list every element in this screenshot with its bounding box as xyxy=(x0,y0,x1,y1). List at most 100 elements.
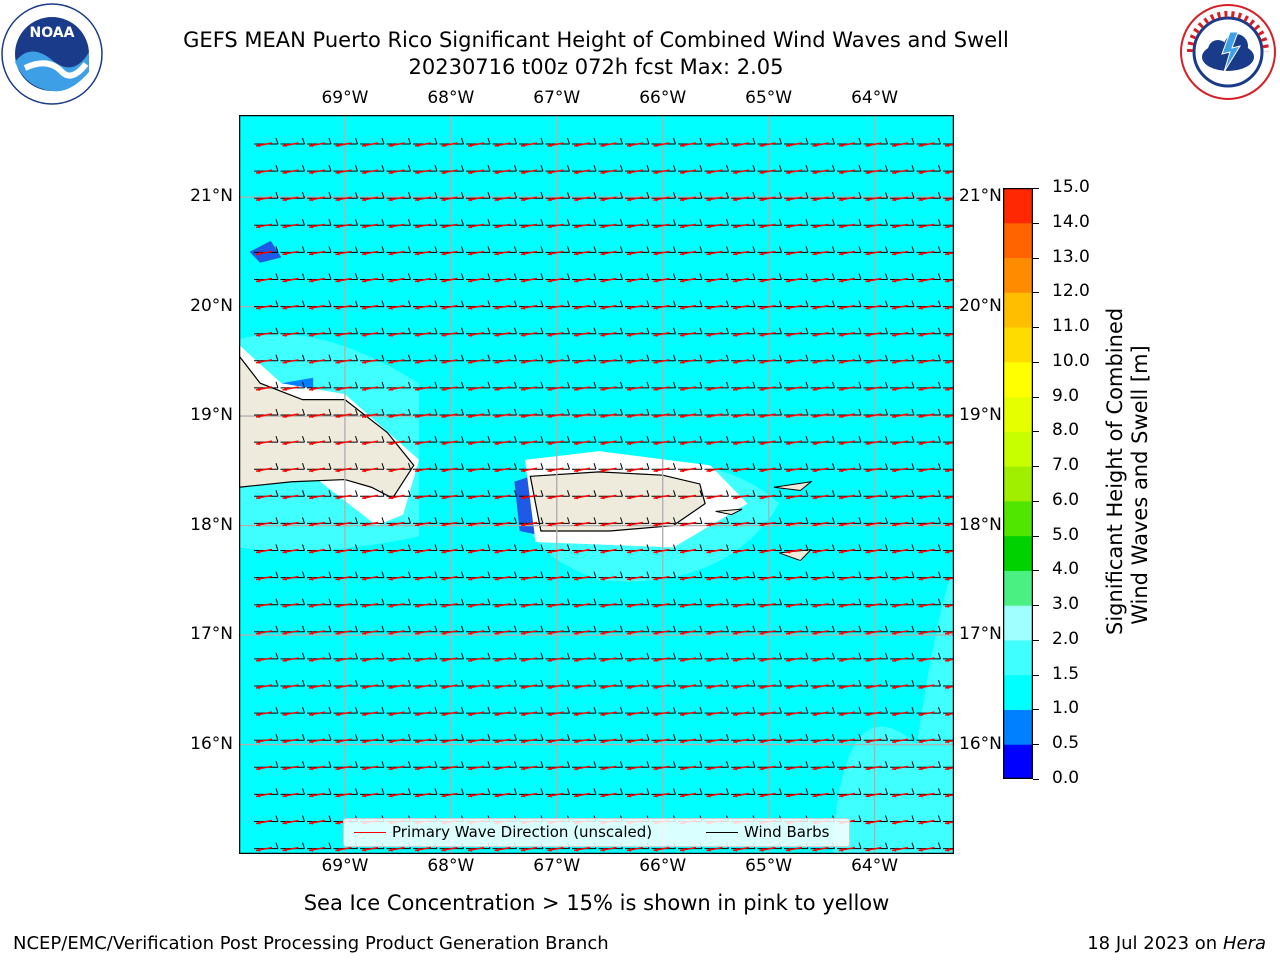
lon-label-bottom: 69°W xyxy=(321,856,369,876)
wave-barb-pair xyxy=(572,327,597,337)
wave-barb-pair xyxy=(784,327,809,337)
wind-barb-flag xyxy=(832,598,835,605)
wave-direction-arrowhead xyxy=(574,143,579,147)
wind-barb-flag xyxy=(938,815,941,822)
wave-direction-arrowhead xyxy=(468,170,473,175)
wave-direction-arrowhead xyxy=(945,143,950,147)
wave-barb-pair xyxy=(519,761,544,771)
wave-barb-pair xyxy=(651,192,676,202)
wave-barb-pair xyxy=(784,652,809,662)
wave-direction-arrowhead xyxy=(468,630,473,635)
wave-direction-arrowhead xyxy=(892,197,897,202)
wind-barb-flag xyxy=(673,544,676,551)
wave-direction-arrowhead xyxy=(600,224,606,229)
wave-direction-arrowhead xyxy=(706,576,712,581)
wind-barb-flag xyxy=(434,381,438,389)
wind-barb-flag xyxy=(302,408,305,416)
wind-barb-flag xyxy=(832,788,835,795)
wind-barb-flag xyxy=(408,598,411,605)
wave-barb-pair xyxy=(333,246,358,256)
wave-direction-arrowhead xyxy=(627,847,632,852)
wave-direction-arrowhead xyxy=(441,685,447,689)
wave-barb-pair xyxy=(916,463,941,473)
wave-direction-arrowhead xyxy=(282,251,288,256)
wind-barb-flag xyxy=(699,300,703,307)
wave-direction-arrowhead xyxy=(256,712,261,717)
wave-direction-arrowhead xyxy=(759,603,765,608)
wave-barb-pair xyxy=(731,408,756,418)
wind-barb-flag xyxy=(726,164,729,172)
wave-barb-pair xyxy=(254,408,279,418)
lon-label-bottom: 65°W xyxy=(745,856,793,876)
wave-direction-arrowhead xyxy=(733,603,738,608)
wave-direction-arrowhead xyxy=(388,549,394,554)
colorbar-tick-label: 8.0 xyxy=(1052,420,1080,441)
wave-direction-arrowhead xyxy=(600,739,606,744)
wind-barb-flag xyxy=(302,679,305,687)
wave-barb-pair xyxy=(572,192,597,202)
wave-barb-pair xyxy=(678,246,703,256)
wind-barb-flag xyxy=(779,354,782,361)
wave-direction-arrowhead xyxy=(653,630,659,635)
wave-direction-arrowhead xyxy=(494,793,500,798)
wave-barb-pair xyxy=(519,192,544,202)
wind-barb-flag xyxy=(302,598,305,605)
wave-barb-pair xyxy=(598,490,623,500)
wave-direction-arrowhead xyxy=(733,224,738,229)
wind-barb-flag xyxy=(673,354,676,361)
wave-barb-pair xyxy=(837,842,862,852)
wave-barb-pair xyxy=(545,734,570,744)
wave-barb-pair xyxy=(916,761,941,771)
wave-barb-pair xyxy=(492,300,517,310)
wind-barb-flag xyxy=(514,164,517,172)
wave-direction-arrowhead xyxy=(547,685,553,689)
wave-barb-pair xyxy=(519,734,544,744)
wave-barb-pair xyxy=(413,300,438,310)
wave-direction-arrowhead xyxy=(918,847,924,852)
wave-barb-pair xyxy=(678,192,703,202)
wave-barb-pair xyxy=(890,625,915,635)
wave-barb-pair xyxy=(625,435,650,446)
wind-barb-flag xyxy=(646,435,650,443)
wave-direction-arrowhead xyxy=(945,170,950,175)
colorbar-label-line1: Significant Height of Combined xyxy=(1103,307,1127,635)
wind-barb-flag xyxy=(779,706,782,714)
wind-barb-flag xyxy=(593,652,597,660)
wind-barb-flag xyxy=(726,137,729,145)
wind-barb-flag xyxy=(302,137,305,145)
wave-direction-arrowhead xyxy=(256,414,261,418)
wave-direction-arrowhead xyxy=(706,657,712,662)
colorbar-segment xyxy=(1003,292,1033,328)
wave-direction-arrowhead xyxy=(733,305,738,310)
wave-barb-pair xyxy=(386,300,411,310)
chart-subtitle: 20230716 t00z 072h fcst Max: 2.05 xyxy=(408,55,784,79)
wave-barb-pair xyxy=(784,761,809,771)
wave-direction-arrowhead xyxy=(574,332,579,337)
wave-barb-pair xyxy=(254,571,279,581)
wave-barb-pair xyxy=(333,490,358,500)
wave-direction-arrowhead xyxy=(945,495,950,500)
wave-direction-arrowhead xyxy=(468,522,473,527)
wave-direction-arrowhead xyxy=(680,414,685,418)
wind-barb-flag xyxy=(673,219,676,226)
wind-barb-flag xyxy=(487,706,491,714)
wave-barb-pair xyxy=(519,273,544,283)
wave-barb-pair xyxy=(837,408,862,418)
wave-barb-pair xyxy=(863,517,888,527)
wave-barb-pair xyxy=(731,300,756,310)
wave-direction-arrowhead xyxy=(865,197,871,202)
wave-barb-pair xyxy=(731,788,756,798)
wave-barb-pair xyxy=(678,652,703,662)
wave-direction-arrowhead xyxy=(521,359,526,364)
wave-barb-pair xyxy=(413,571,438,581)
wave-barb-pair xyxy=(704,273,729,283)
wind-barb-flag xyxy=(275,761,279,768)
wave-direction-arrowhead xyxy=(786,468,791,473)
colorbar-tick-label: 12.0 xyxy=(1052,281,1090,302)
wind-barb-flag xyxy=(302,544,305,551)
wind-barb-flag xyxy=(408,788,411,795)
wave-direction-arrowhead xyxy=(415,386,420,391)
wave-direction-arrowhead xyxy=(706,278,712,283)
wind-barb-flag xyxy=(726,327,729,334)
wave-barb-pair xyxy=(466,192,491,202)
